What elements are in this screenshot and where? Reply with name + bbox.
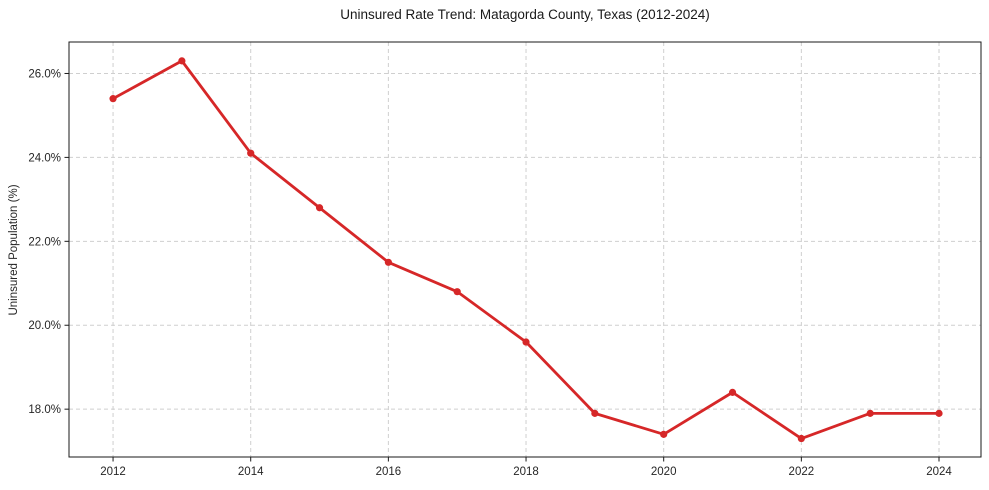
data-point bbox=[178, 57, 186, 65]
data-point bbox=[660, 430, 668, 438]
data-point bbox=[453, 288, 461, 296]
y-tick-label: 18.0% bbox=[28, 404, 61, 416]
y-tick-label: 22.0% bbox=[28, 236, 61, 248]
data-point bbox=[315, 204, 324, 212]
data-point bbox=[247, 149, 255, 157]
y-axis-label: Uninsured Population (%) bbox=[8, 184, 20, 316]
y-tick-label: 26.0% bbox=[28, 68, 61, 80]
x-tick-label: 2020 bbox=[651, 466, 677, 478]
data-point bbox=[797, 434, 805, 443]
x-tick-label: 2022 bbox=[789, 466, 815, 478]
x-tick-label: 2014 bbox=[238, 466, 264, 478]
axes-spines bbox=[68, 41, 982, 458]
data-point bbox=[109, 95, 117, 103]
data-point bbox=[522, 338, 530, 346]
y-tick-label: 20.0% bbox=[28, 320, 61, 332]
x-tick-label: 2024 bbox=[926, 466, 952, 478]
data-point bbox=[935, 409, 943, 417]
data-point bbox=[866, 409, 874, 417]
data-point bbox=[728, 388, 737, 396]
x-tick-label: 2018 bbox=[513, 466, 539, 478]
chart-title: Uninsured Rate Trend: Matagorda County, … bbox=[340, 7, 710, 22]
y-tick-label: 24.0% bbox=[28, 152, 61, 164]
x-tick-label: 2016 bbox=[376, 466, 402, 478]
data-point bbox=[384, 258, 392, 266]
data-point bbox=[591, 409, 599, 417]
x-tick-label: 2012 bbox=[100, 466, 126, 478]
